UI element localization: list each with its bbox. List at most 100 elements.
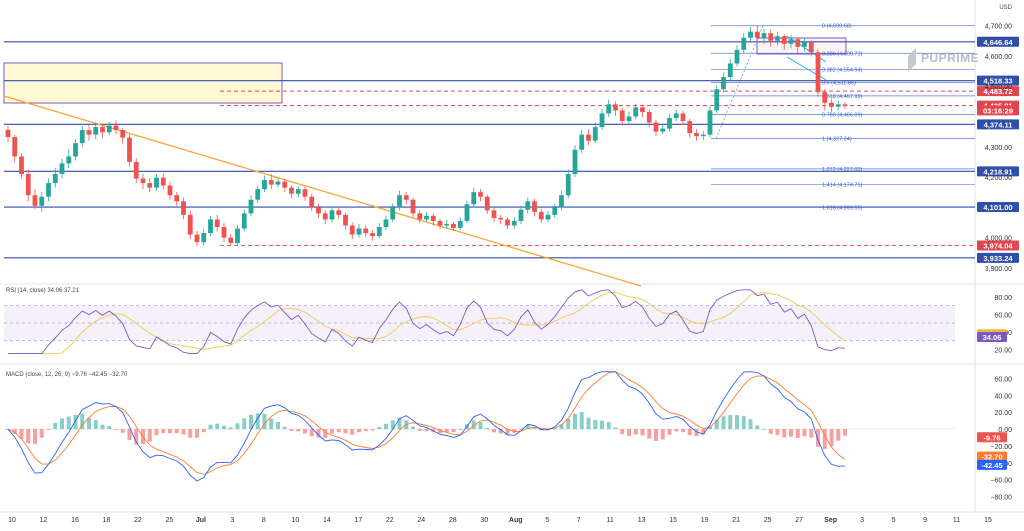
time-tick-label: 28 <box>449 517 457 524</box>
macd-hist-bar <box>282 426 287 430</box>
candle-body <box>127 137 132 162</box>
candle-body <box>349 225 355 235</box>
macd-hist-bar <box>66 416 71 430</box>
macd-hist-bar <box>46 429 51 430</box>
macd-hist-bar <box>235 423 240 430</box>
macd-hist-bar <box>289 429 294 431</box>
candle-body <box>511 220 517 226</box>
candle-body <box>66 156 72 164</box>
macd-hist-bar <box>93 420 98 430</box>
macd-hist-bar <box>525 424 530 430</box>
candle-body <box>424 215 429 220</box>
macd-tick-label: 60.00 <box>994 376 1012 383</box>
macd-hist-bar <box>822 429 827 450</box>
time-tick-label: 18 <box>103 517 111 524</box>
macd-hist-bar <box>789 429 793 437</box>
price-tick-label: 4,200.00 <box>985 175 1012 182</box>
macd-hist-bar <box>309 429 314 437</box>
candle-body <box>619 110 625 122</box>
supply-zone <box>3 62 283 104</box>
macd-hist-bar <box>39 429 44 438</box>
candle-body <box>167 185 173 196</box>
candle-body <box>518 209 524 221</box>
candle-body <box>505 219 510 226</box>
time-tick-label: 5 <box>892 517 896 524</box>
macd-hist-bar <box>708 426 712 430</box>
candle-body <box>343 214 348 226</box>
time-tick-label: 17 <box>354 517 362 524</box>
candle-body <box>640 107 645 112</box>
macd-hist-bar <box>269 418 274 430</box>
macd-hist-bar <box>303 429 307 434</box>
macd-hist-bar <box>370 429 375 431</box>
macd-hist-bar <box>343 429 348 434</box>
macd-hist-bar <box>134 429 139 445</box>
macd-hist-bar <box>377 427 382 430</box>
macd-hist-bar <box>586 417 591 430</box>
candle-body <box>32 195 38 206</box>
rsi-badge-label: 34.06 <box>983 333 1002 342</box>
macd-hist-bar <box>579 412 584 430</box>
candle-body <box>235 228 240 244</box>
time-tick-label: 14 <box>323 517 331 524</box>
time-tick-label: 3 <box>860 517 864 524</box>
macd-hist-bar <box>316 429 321 438</box>
macd-hist-bar <box>228 427 233 430</box>
time-tick-label: 16 <box>71 517 79 524</box>
time-tick-label: 25 <box>764 517 772 524</box>
candle-body <box>19 156 24 175</box>
candle-body <box>268 180 274 185</box>
macd-hist-bar <box>384 423 388 430</box>
candle-body <box>322 213 328 220</box>
candle-body <box>741 37 747 50</box>
candle-body <box>160 177 166 186</box>
macd-hist-bar <box>255 413 260 430</box>
fib-label: 0.236 (4,608.73) <box>822 51 863 57</box>
candle-body <box>822 92 828 103</box>
macd-hist-bar <box>195 429 199 438</box>
macd-hist-bar <box>741 416 746 430</box>
macd-hist-bar <box>633 429 638 435</box>
level-badge <box>977 105 1019 116</box>
macd-hist-bar <box>600 420 604 430</box>
macd-title: MACD (close, 12, 26, 9) −9.76 −42.45 −32… <box>6 372 128 378</box>
macd-hist-bar <box>519 428 523 430</box>
candle-body <box>262 180 267 190</box>
macd-line <box>7 371 846 482</box>
candle-body <box>694 133 699 137</box>
time-tick-label: 15 <box>669 517 677 524</box>
candle-body <box>788 39 794 44</box>
macd-tick-label: −20.00 <box>990 444 1012 451</box>
macd-hist-bar <box>471 420 476 430</box>
candle-body <box>93 127 99 135</box>
level-badge <box>977 119 1019 130</box>
level-badge <box>977 240 1019 251</box>
fib-trend-link <box>715 25 764 139</box>
time-tick-label: 3 <box>230 517 234 524</box>
macd-tick-label: 40.00 <box>994 393 1012 400</box>
macd-hist-bar <box>762 428 766 430</box>
time-tick-label: 15 <box>984 517 992 524</box>
level-badge <box>977 86 1019 97</box>
fib-label: 0.382 (4,554.94) <box>822 68 863 74</box>
macd-hist-bar <box>26 429 31 444</box>
candle-body <box>835 104 841 107</box>
level-badge-label: 4,218.91 <box>983 167 1012 176</box>
candle-body <box>39 196 45 206</box>
macd-hist-bar <box>438 429 442 434</box>
macd-hist-bar <box>33 429 37 444</box>
candle-body <box>147 183 153 188</box>
candle-body <box>714 89 720 111</box>
macd-hist-bar <box>120 429 125 433</box>
candle-body <box>113 125 119 131</box>
macd-hist-bar <box>593 419 598 430</box>
candle-body <box>572 149 578 175</box>
candle-body <box>282 181 288 188</box>
candle-body <box>201 233 207 243</box>
macd-hist-bar <box>802 429 807 437</box>
level-badge-label: 4,483.72 <box>983 87 1012 96</box>
candle-body <box>687 121 693 134</box>
macd-hist-bar <box>843 429 847 436</box>
candle-body <box>133 161 139 179</box>
